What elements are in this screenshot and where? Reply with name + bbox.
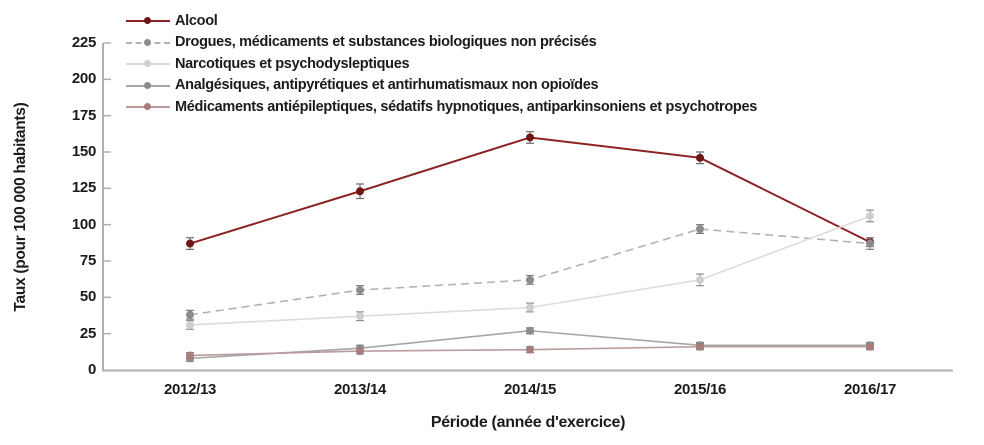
x-tick-label: 2012/13 xyxy=(163,381,217,398)
y-tick-label: 200 xyxy=(71,70,96,88)
legend-line-marker-icon xyxy=(126,78,170,93)
y-tick-label: 50 xyxy=(79,288,96,306)
legend: Alcool Drogues, médicaments et substance… xyxy=(126,12,758,115)
x-axis-title: Période (année d'exercice) xyxy=(430,414,626,431)
legend-label: Analgésiques, antipyrétiques et antirhum… xyxy=(175,77,599,93)
legend-label: Médicaments antiépileptiques, sédatifs h… xyxy=(175,98,758,115)
legend-line-marker-icon xyxy=(126,13,170,28)
legend-line-marker-icon xyxy=(126,99,170,114)
legend-item-drogues: Drogues, médicaments et substances biolo… xyxy=(126,34,757,50)
legend-label: Alcool xyxy=(175,12,218,29)
x-tick-label: 2013/14 xyxy=(333,381,387,398)
x-tick-label: 2015/16 xyxy=(673,381,727,398)
legend-label: Drogues, médicaments et substances biolo… xyxy=(175,34,597,50)
x-tick-label: 2014/15 xyxy=(503,381,557,398)
y-tick-label: 75 xyxy=(79,252,96,269)
y-tick-label: 100 xyxy=(71,215,96,233)
y-tick-label: 150 xyxy=(71,143,96,160)
y-tick-label: 0 xyxy=(87,361,96,378)
y-tick-label: 225 xyxy=(71,34,96,51)
legend-item-analgesiques: Analgésiques, antipyrétiques et antirhum… xyxy=(126,77,757,93)
legend-item-alcool: Alcool xyxy=(126,12,757,29)
legend-item-narcotiques: Narcotiques et psychodysleptiques xyxy=(126,55,757,72)
y-tick-label: 25 xyxy=(79,324,96,342)
y-tick-label: 175 xyxy=(71,106,96,124)
legend-label: Narcotiques et psychodysleptiques xyxy=(175,55,410,72)
x-tick-label: 2016/17 xyxy=(843,381,897,398)
y-tick-label: 125 xyxy=(71,179,96,197)
y-axis-title: Taux (pour 100 000 habitants) xyxy=(12,102,29,312)
legend-line-marker-icon xyxy=(126,56,170,71)
legend-item-medicaments: Médicaments antiépileptiques, sédatifs h… xyxy=(126,98,758,115)
legend-line-marker-icon xyxy=(126,35,170,50)
